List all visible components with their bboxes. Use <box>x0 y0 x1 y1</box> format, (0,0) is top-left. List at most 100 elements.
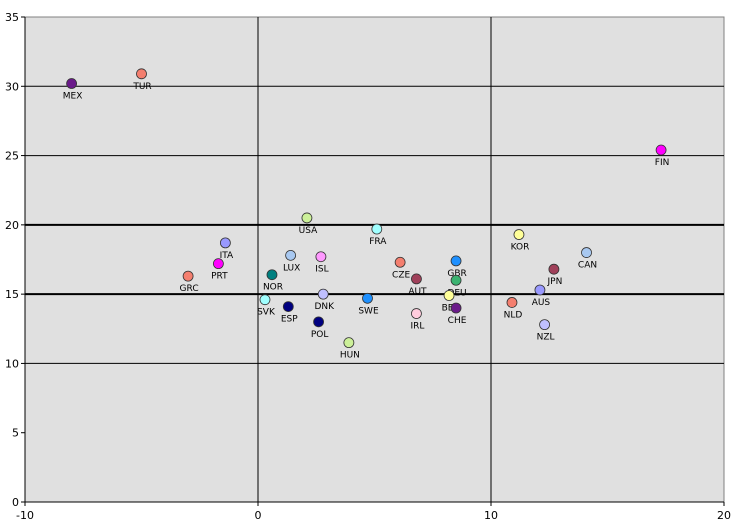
data-points: MEX TUR FIN USA FRA KOR ITA CAN LUX ISL GBR CZE PRT J… <box>63 68 670 361</box>
point-label: BEL <box>442 304 459 314</box>
data-point: CAN <box>578 247 597 271</box>
y-axis-ticks: 0 5 10 15 20 25 30 35 <box>5 11 25 509</box>
data-point: NOR <box>263 269 283 293</box>
y-tick-label: 5 <box>12 427 19 440</box>
data-point: DNK <box>314 288 335 312</box>
point-label: LUX <box>283 263 300 273</box>
x-tick-label: 10 <box>484 509 498 522</box>
data-point: USA <box>299 212 318 236</box>
x-tick-label: -10 <box>16 509 34 522</box>
data-point: TUR <box>132 68 152 92</box>
point-label: USA <box>299 226 318 236</box>
point-label: MEX <box>63 92 83 102</box>
y-tick-label: 0 <box>12 496 19 509</box>
x-axis-ticks: -10 0 10 20 <box>16 502 731 522</box>
point-marker <box>315 251 327 263</box>
point-marker <box>548 263 560 275</box>
point-marker <box>513 229 525 240</box>
y-tick-label: 15 <box>5 288 19 301</box>
point-marker <box>443 290 455 301</box>
point-marker <box>450 274 462 286</box>
data-point: ITA <box>219 237 234 261</box>
data-point: HUN <box>340 337 360 361</box>
point-marker <box>219 237 231 249</box>
x-tick-label: 0 <box>255 509 262 522</box>
data-point: IRL <box>410 308 424 332</box>
point-label: GRC <box>180 284 199 294</box>
point-marker <box>285 249 297 261</box>
data-point: POL <box>311 316 329 340</box>
data-point: KOR <box>511 229 530 253</box>
gridlines <box>25 17 724 502</box>
point-label: JPN <box>546 277 562 287</box>
point-label: NZL <box>537 333 555 343</box>
point-marker <box>450 255 462 267</box>
point-marker <box>317 288 329 300</box>
y-tick-label: 35 <box>5 11 19 24</box>
point-marker <box>411 308 422 319</box>
point-marker <box>450 302 462 314</box>
point-label: DEU <box>447 288 466 298</box>
data-point: CZE <box>392 256 411 280</box>
data-point: AUS <box>532 284 551 308</box>
point-label: CHE <box>448 316 467 326</box>
point-marker <box>411 273 422 285</box>
plot-area <box>24 16 725 503</box>
data-point: LUX <box>283 249 300 273</box>
point-marker <box>534 284 546 296</box>
point-marker <box>394 256 406 268</box>
data-point: JPN <box>546 263 562 287</box>
data-point: DEU <box>447 274 467 298</box>
data-point: GBR <box>447 255 467 279</box>
point-marker <box>655 144 667 156</box>
data-point: SWE <box>358 292 379 316</box>
point-label: CZE <box>392 270 410 280</box>
point-marker <box>266 269 278 281</box>
point-marker <box>313 316 324 328</box>
point-marker <box>136 68 147 80</box>
point-label: TUR <box>132 82 151 92</box>
data-point: FIN <box>655 144 670 168</box>
point-marker <box>371 223 383 235</box>
point-label: FRA <box>369 237 387 247</box>
point-marker <box>66 78 77 89</box>
data-point: NZL <box>537 319 555 343</box>
point-label: HUN <box>340 351 360 361</box>
point-label: AUT <box>408 287 427 297</box>
point-label: IRL <box>410 322 424 332</box>
data-point: CHE <box>448 302 467 326</box>
point-label: CAN <box>578 261 597 271</box>
data-point: MEX <box>63 78 83 102</box>
point-label: FIN <box>655 158 670 168</box>
data-point: FRA <box>369 223 387 247</box>
point-marker <box>539 319 550 331</box>
point-label: ITA <box>220 251 234 261</box>
point-label: GBR <box>447 269 466 279</box>
data-point: PRT <box>211 258 228 282</box>
point-marker <box>581 247 592 258</box>
data-point: GRC <box>180 270 199 294</box>
y-tick-label: 25 <box>5 150 19 163</box>
point-label: SWE <box>358 306 379 316</box>
data-point: ESP <box>281 301 298 325</box>
point-label: ISL <box>315 265 328 275</box>
point-label: SVK <box>257 308 276 318</box>
y-tick-label: 20 <box>5 219 19 232</box>
y-tick-label: 30 <box>5 80 19 93</box>
point-label: KOR <box>511 243 530 253</box>
point-marker <box>301 212 313 224</box>
y-tick-label: 10 <box>5 357 19 370</box>
point-label: NLD <box>504 310 523 320</box>
point-marker <box>182 270 194 282</box>
axes <box>24 17 724 503</box>
point-label: POL <box>311 330 329 340</box>
point-label: PRT <box>211 272 228 282</box>
data-point: NLD <box>504 297 523 320</box>
point-label: AUS <box>532 298 551 308</box>
data-point: BEL <box>442 290 459 314</box>
point-marker <box>362 292 373 304</box>
point-marker <box>259 294 271 306</box>
data-point: AUT <box>408 273 427 297</box>
point-marker <box>343 337 355 349</box>
